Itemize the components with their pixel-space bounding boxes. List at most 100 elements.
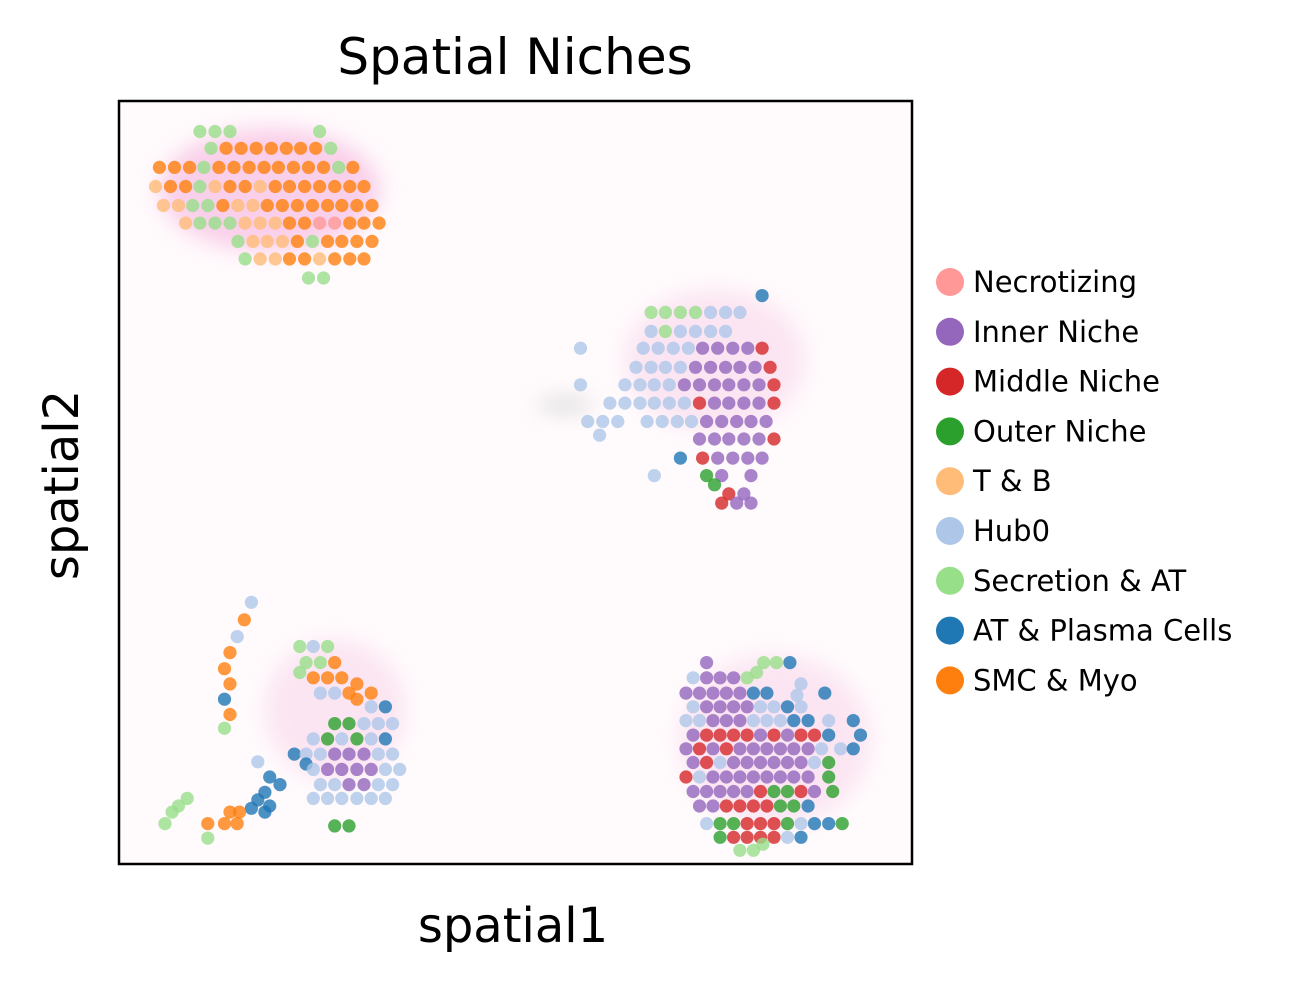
spot-point [713,700,727,714]
spot-point [715,469,729,483]
scatter-points [148,124,868,857]
legend-item: Outer Niche [936,414,1146,448]
spot-point [223,216,237,230]
spot-point [655,414,669,429]
spot-point [328,717,342,731]
spot-point [651,341,665,355]
spot-point [217,692,232,706]
spot-point [807,817,822,831]
spot-point [644,305,658,319]
spot-point [306,791,320,806]
cluster-top-right [573,289,781,510]
spot-point [321,671,335,685]
spot-point [711,451,725,465]
spot-point [386,717,400,731]
spot-point [822,755,836,770]
spot-point [801,714,815,728]
spot-point [364,791,378,806]
legend-marker [936,517,964,545]
spot-point [275,198,289,213]
spot-point [343,179,357,194]
tissue-smudge [537,398,593,412]
spot-point [321,732,335,746]
spot-point [152,160,166,174]
spot-point [686,784,700,799]
spot-point [740,784,754,799]
spot-point [201,198,215,213]
spot-point [268,179,282,194]
spot-point [242,160,256,174]
spot-point [834,742,848,756]
spot-point [696,451,710,465]
spot-point [673,305,688,319]
spot-point [365,234,379,248]
spot-point [753,784,768,799]
spot-point [179,179,193,194]
spot-point [313,656,327,670]
spot-point [238,179,252,194]
spot-point [822,728,836,742]
spot-point [700,656,714,670]
spot-point [350,791,364,806]
spot-point [692,378,707,392]
legend-item: AT & Plasma Cells [936,614,1232,648]
spot-point [794,830,808,844]
spot-point [180,791,194,806]
spot-point [767,784,781,799]
spot-point [260,198,274,213]
spot-point [342,819,356,833]
spot-point [230,630,244,644]
spot-point [253,216,267,230]
spot-point [371,778,385,792]
legend-marker [936,666,964,695]
spot-point [740,671,754,685]
legend-marker [936,268,964,296]
spot-point [722,378,736,392]
legend-label: AT & Plasma Cells [973,614,1232,648]
spot-point [744,414,758,429]
spot-point [755,289,769,303]
spot-point [801,742,815,756]
spot-point [328,252,342,266]
spot-point [658,305,673,319]
legend-label: Necrotizing [973,265,1137,299]
spot-point [644,324,658,338]
spot-point [763,360,777,374]
spot-point [237,613,251,627]
spot-point [760,742,774,756]
spot-point [217,721,232,735]
spot-point [755,451,769,465]
spot-point [835,817,849,831]
spot-point [711,341,725,355]
spot-point [767,817,781,831]
spot-point [282,216,297,230]
spot-point [853,728,868,742]
spot-point [647,378,661,392]
spot-point [223,646,237,660]
spot-point [794,677,808,691]
spot-point [317,271,331,285]
spot-point [801,770,815,784]
spot-point [290,198,304,213]
spot-point [350,732,364,746]
spot-point [679,770,693,784]
spot-point [704,360,718,374]
spot-point [692,770,707,784]
spot-point [673,324,688,338]
spot-point [815,742,829,756]
spot-point [756,837,770,851]
spot-point [581,414,595,429]
spot-point [231,198,245,213]
spot-point [807,755,822,770]
spot-point [822,817,836,831]
spot-point [818,686,832,700]
spot-point [677,378,692,392]
spot-point [752,432,766,446]
spot-point [713,830,727,844]
spot-point [328,216,342,230]
spot-point [321,198,335,213]
spot-point [603,396,617,410]
spot-point [299,656,313,670]
spot-point [740,700,754,714]
